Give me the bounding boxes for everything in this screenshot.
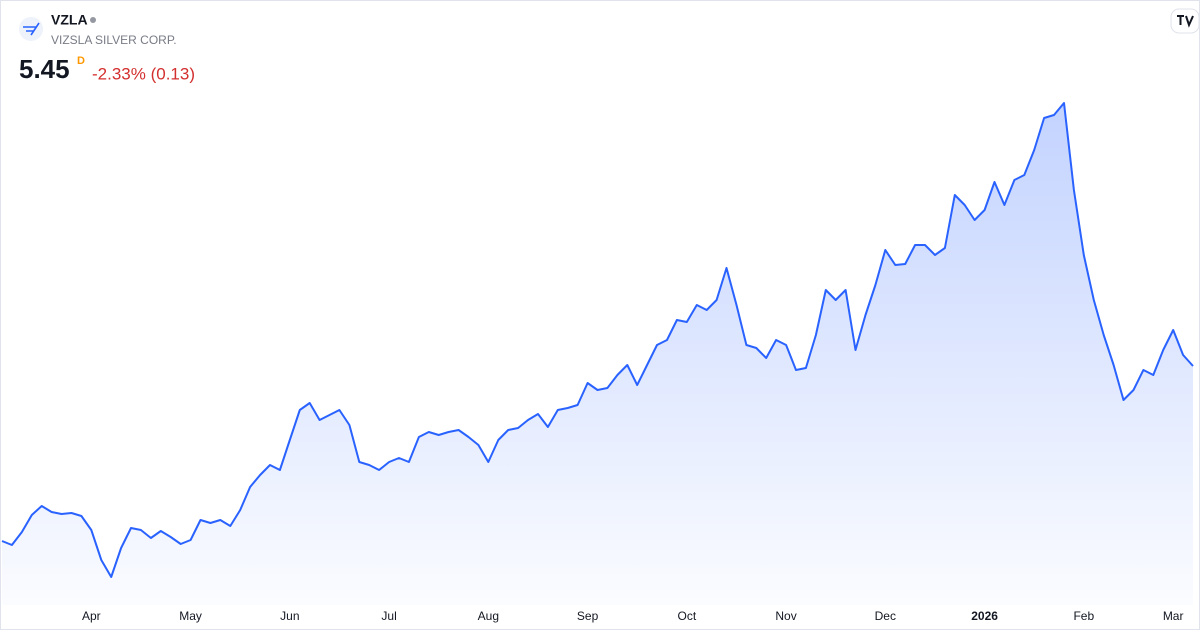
brand-logo xyxy=(1177,15,1194,28)
x-tick-label: Nov xyxy=(775,609,796,623)
status-dot xyxy=(90,17,96,23)
x-tick-label: Dec xyxy=(875,609,896,623)
x-tick-label: 2026 xyxy=(971,609,998,623)
x-tick-label: Feb xyxy=(1073,609,1094,623)
company-name: VIZSLA SILVER CORP. xyxy=(51,33,177,47)
symbol: VZLA xyxy=(51,12,88,28)
brand-badge xyxy=(1170,8,1200,34)
x-tick-label: Jul xyxy=(381,609,396,623)
price-change: -2.33% (0.13) xyxy=(92,64,195,83)
price-line xyxy=(1,102,1194,578)
logo-badge xyxy=(19,17,43,41)
price: 5.45 xyxy=(19,54,70,84)
x-tick-label: May xyxy=(179,609,202,623)
x-tick-label: Sep xyxy=(577,609,599,623)
x-tick-label: Aug xyxy=(478,609,499,623)
logo-icon xyxy=(23,22,40,36)
x-tick-label: Apr xyxy=(82,609,101,623)
x-tick-label: Mar xyxy=(1163,609,1184,623)
area-fill xyxy=(2,103,1193,605)
x-tick-label: Jun xyxy=(280,609,299,623)
interval: D xyxy=(77,55,85,67)
x-tick-label: Oct xyxy=(677,609,696,623)
plot-area: Apr May Jun Jul Aug Sep Oct Nov Dec 2026 Feb Mar xyxy=(1,102,1194,623)
